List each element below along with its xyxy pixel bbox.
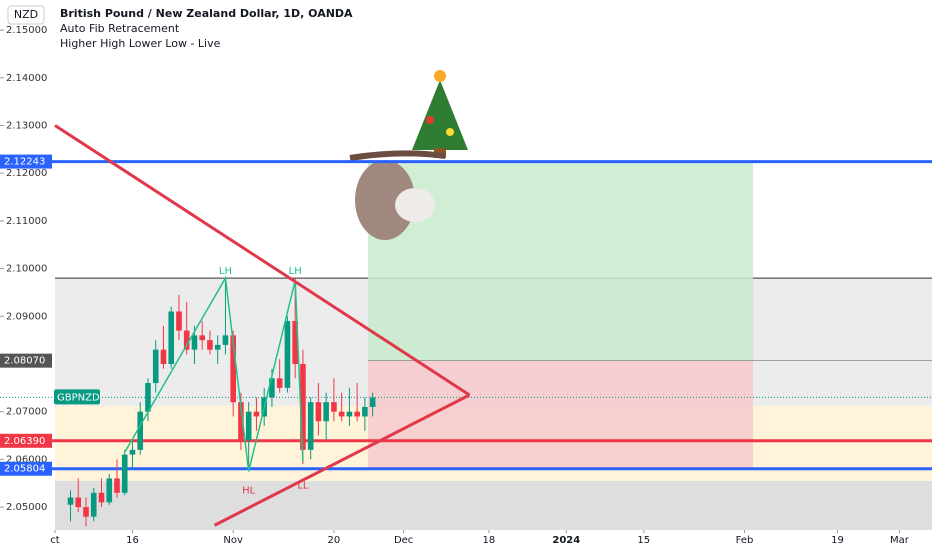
candle-body xyxy=(114,478,120,493)
candle-body xyxy=(183,330,190,350)
y-tick-label: 2.10000 xyxy=(6,264,47,275)
x-tick-label: 20 xyxy=(328,535,341,546)
chart-title: British Pound / New Zealand Dollar, 1D, … xyxy=(60,7,353,20)
candle-body xyxy=(253,411,260,417)
y-tick-label: 2.12000 xyxy=(6,168,47,179)
candle-body xyxy=(129,449,136,455)
trend-line xyxy=(213,393,471,527)
zigzag-line xyxy=(124,275,304,472)
x-tick-label: Nov xyxy=(223,535,243,546)
position-profit xyxy=(367,161,754,361)
background-layer xyxy=(0,161,932,530)
candle-body xyxy=(106,478,113,503)
candle-body xyxy=(354,411,360,417)
price-label: 2.08070 xyxy=(4,356,45,367)
candle-body xyxy=(137,411,144,450)
candle-body xyxy=(269,378,275,398)
price-label-box xyxy=(0,461,52,476)
candle-body xyxy=(331,402,337,412)
candle-body xyxy=(238,402,244,441)
candle-body xyxy=(199,335,206,341)
candle-body xyxy=(338,411,345,417)
pivot-label: LL xyxy=(297,481,309,492)
candle-body xyxy=(121,454,128,493)
x-tick-label: Feb xyxy=(736,535,754,546)
pivot-label: LH xyxy=(219,266,232,277)
candle-body xyxy=(83,507,89,517)
candle-body xyxy=(292,321,298,364)
pivot-label: LH xyxy=(289,266,302,277)
y-tick-label: 2.06000 xyxy=(6,454,47,465)
x-tick-label: 16 xyxy=(126,535,139,546)
x-tick-label: 19 xyxy=(831,535,844,546)
candle-body xyxy=(176,311,182,331)
y-tick-label: 2.07000 xyxy=(6,407,47,418)
candle-body xyxy=(362,406,368,417)
x-tick-label: Dec xyxy=(394,535,413,546)
candle-body xyxy=(145,383,151,412)
x-tick-label: 15 xyxy=(637,535,650,546)
price-label-box xyxy=(0,433,52,448)
y-tick-label: 2.05000 xyxy=(6,502,47,513)
y-tick-label: 2.13000 xyxy=(6,120,47,131)
candle-body xyxy=(369,397,376,407)
candle-body xyxy=(160,349,167,364)
candle-body xyxy=(98,492,105,503)
position-loss xyxy=(367,360,754,469)
candle-body xyxy=(230,335,236,403)
candle-body xyxy=(276,378,283,388)
x-tick-label: ct xyxy=(50,535,59,546)
price-label: 2.12243 xyxy=(4,157,45,168)
y-tick-label: 2.09000 xyxy=(6,311,47,322)
candle-body xyxy=(67,497,74,505)
ticker-label: GBPNZD xyxy=(57,392,100,403)
y-tick-label: 2.11000 xyxy=(6,216,47,227)
candle-body xyxy=(300,363,306,450)
x-tick-label: 2024 xyxy=(552,535,580,546)
price-label-box xyxy=(0,353,52,368)
foreground-layer: LH HL LH LL 2.05000 2.06000 2.07000 2.09000 2.10… xyxy=(0,25,932,550)
price-label: 2.06390 xyxy=(4,436,45,447)
price-label-box xyxy=(0,154,52,169)
indicator-label: Auto Fib Retracement xyxy=(60,22,180,35)
indicator-label: Higher High Lower Low - Live xyxy=(60,37,221,50)
candle-body xyxy=(207,340,213,350)
candle-body xyxy=(323,402,329,422)
symbol-box[interactable] xyxy=(7,5,45,25)
trend-line xyxy=(54,124,471,397)
candle-body xyxy=(245,411,252,441)
symbol-label[interactable]: NZD xyxy=(14,8,38,21)
x-tick-label: 18 xyxy=(482,535,495,546)
candle-body xyxy=(90,492,97,517)
candle-body xyxy=(168,311,175,364)
candle-body xyxy=(284,321,291,388)
x-tick-label: Mar xyxy=(890,535,910,546)
y-tick-label: 2.15000 xyxy=(6,25,47,36)
price-label: 2.05804 xyxy=(4,464,45,475)
candle-body xyxy=(214,344,221,350)
tree-decoration xyxy=(349,70,468,240)
ticker-box xyxy=(54,389,100,405)
candle-body xyxy=(191,335,198,350)
candle-body xyxy=(307,402,314,450)
fib-band xyxy=(55,480,932,530)
candle-body xyxy=(222,335,229,345)
candle-body xyxy=(315,402,322,422)
y-tick-label: 2.14000 xyxy=(6,73,47,84)
candle-body xyxy=(75,497,82,508)
candle-body xyxy=(152,349,159,384)
candle-body xyxy=(346,411,353,417)
pivot-label: HL xyxy=(242,485,256,496)
x-axis-band xyxy=(0,530,932,550)
